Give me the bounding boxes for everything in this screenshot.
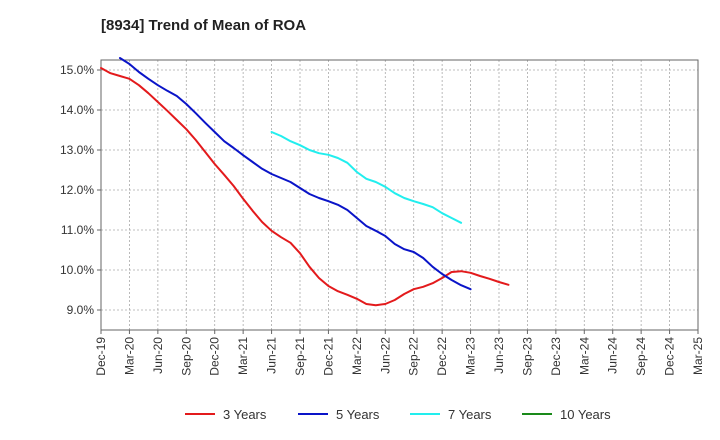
x-tick-label: Sep-24 <box>634 337 648 376</box>
x-tick-label: Dec-22 <box>435 337 449 376</box>
grid-lines <box>100 60 699 330</box>
legend-label: 10 Years <box>560 407 611 422</box>
y-tick-label: 11.0% <box>61 223 94 237</box>
x-tick-label: Mar-25 <box>691 337 705 375</box>
x-tick-label: Dec-23 <box>549 337 563 376</box>
x-tick-label: Mar-22 <box>350 337 364 375</box>
series-line-5-years <box>118 57 472 291</box>
x-tick-label: Dec-21 <box>321 337 335 376</box>
x-tick-label: Mar-23 <box>464 337 478 375</box>
x-tick-label: Jun-20 <box>151 337 165 374</box>
legend: 3 Years 5 Years 7 Years 10 Years <box>185 407 611 422</box>
y-tick-label: 9.0% <box>67 303 95 317</box>
y-tick-label: 14.0% <box>60 103 94 117</box>
x-axis: Dec-19 Mar-20 Jun-20 Sep-20 Dec-20 Mar-21 Jun-… <box>94 330 705 376</box>
y-tick-label: 12.0% <box>60 183 94 197</box>
x-tick-label: Dec-24 <box>663 337 677 376</box>
y-axis: 9.0% 10.0% 11.0% 12.0% 13.0% 14.0% 15.0% <box>60 63 101 317</box>
legend-label: 5 Years <box>336 407 380 422</box>
x-tick-label: Dec-20 <box>208 337 222 376</box>
series-line-7-years <box>270 131 463 224</box>
series-line-3-years <box>100 67 510 307</box>
x-tick-label: Jun-21 <box>265 337 279 374</box>
legend-label: 7 Years <box>448 407 492 422</box>
x-tick-label: Mar-24 <box>577 337 591 375</box>
y-tick-label: 15.0% <box>60 63 94 77</box>
x-tick-label: Mar-21 <box>236 337 250 375</box>
x-tick-label: Sep-23 <box>520 337 534 376</box>
y-tick-label: 10.0% <box>60 263 94 277</box>
plot-area <box>100 59 699 331</box>
legend-label: 3 Years <box>223 407 267 422</box>
x-tick-label: Jun-22 <box>378 337 392 374</box>
x-tick-label: Dec-19 <box>94 337 108 376</box>
x-tick-label: Jun-24 <box>606 337 620 374</box>
x-tick-label: Mar-20 <box>122 337 136 375</box>
series-lines <box>100 57 510 307</box>
chart-title: [8934] Trend of Mean of ROA <box>101 17 306 34</box>
x-tick-label: Sep-20 <box>179 337 193 376</box>
x-tick-label: Jun-23 <box>492 337 506 374</box>
x-tick-label: Sep-21 <box>293 337 307 376</box>
x-tick-label: Sep-22 <box>407 337 421 376</box>
y-tick-label: 13.0% <box>60 143 94 157</box>
